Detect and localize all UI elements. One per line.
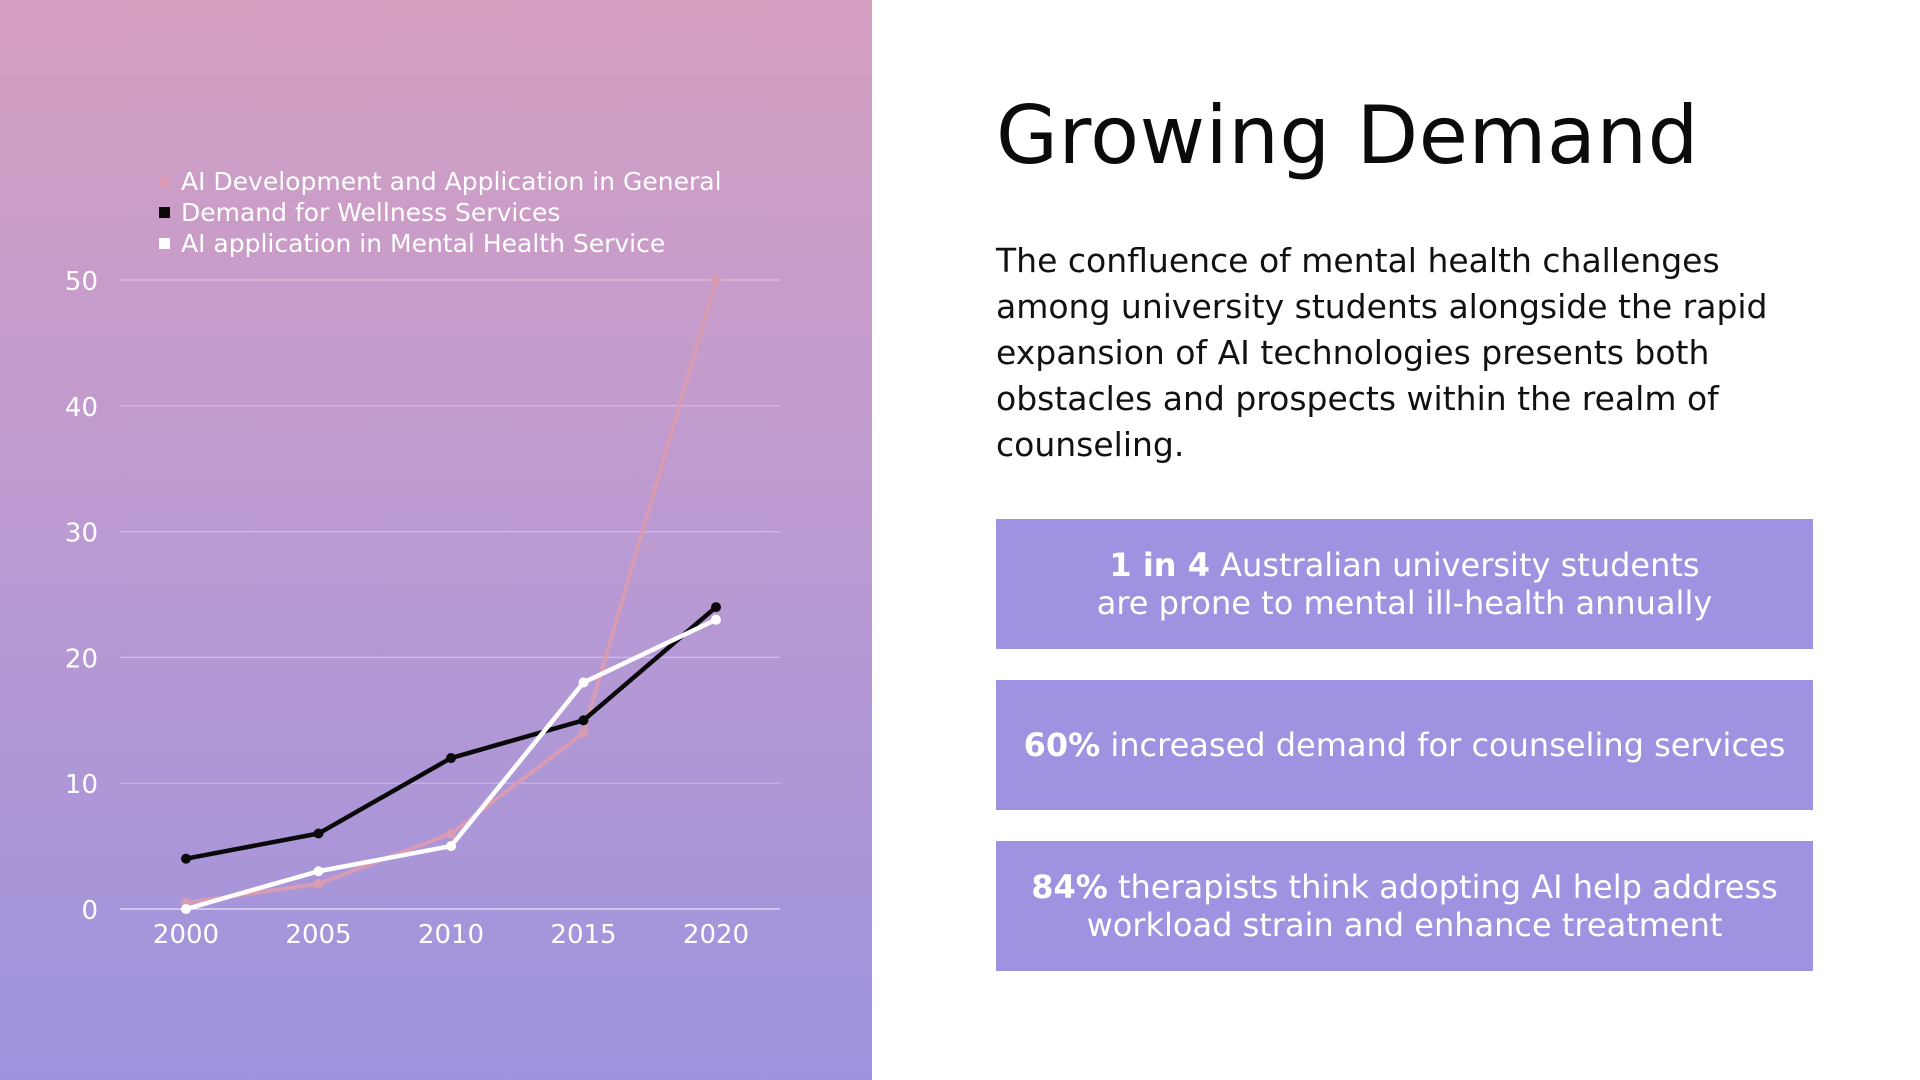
stat-card-therapists: 84% therapists think adopting AI help ad… <box>996 841 1813 971</box>
stat-highlight: 60% <box>1023 726 1101 764</box>
stat-text: increased demand for counseling services <box>1100 726 1786 764</box>
legend-label: AI application in Mental Health Service <box>181 229 665 258</box>
page-title: Growing Demand <box>996 89 1699 182</box>
legend-swatch <box>159 176 170 187</box>
data-point-series-3 <box>711 614 721 625</box>
data-point-series-2 <box>711 602 721 613</box>
y-tick-label: 50 <box>65 267 98 297</box>
x-tick-label: 2005 <box>285 920 351 950</box>
legend-swatch <box>159 238 170 249</box>
data-point-series-3 <box>446 841 456 852</box>
data-point-series-1 <box>711 275 721 285</box>
data-point-series-1 <box>446 828 456 839</box>
stat-text-line2: workload strain and enhance treatment <box>1086 906 1723 944</box>
legend-label: AI Development and Application in Genera… <box>181 167 722 196</box>
intro-paragraph: The confluence of mental health challeng… <box>996 241 1768 464</box>
series-line-3 <box>183 617 719 912</box>
data-point-series-1 <box>578 727 589 738</box>
data-point-series-3 <box>313 866 324 877</box>
stat-text: therapists think adopting AI help addres… <box>1107 868 1778 906</box>
legend-swatch <box>159 207 170 218</box>
line-chart: 0 10 20 30 40 50 2000 2005 2010 2015 2020 AI Develo… <box>65 167 780 950</box>
legend-label: Demand for Wellness Services <box>181 198 560 227</box>
y-tick-label: 0 <box>81 896 98 926</box>
stat-card-demand: 60% increased demand for counseling serv… <box>996 680 1813 810</box>
chart-panel: 0 10 20 30 40 50 2000 2005 2010 2015 2020 AI Develo… <box>0 0 872 1080</box>
x-tick-label: 2010 <box>418 920 484 950</box>
data-point-series-2 <box>446 753 456 764</box>
y-tick-label: 10 <box>65 770 98 800</box>
series-line-1 <box>184 278 718 905</box>
data-point-series-3 <box>578 677 589 688</box>
data-point-series-1 <box>313 878 324 889</box>
data-point-series-3 <box>181 904 191 914</box>
x-tick-label: 2020 <box>683 920 749 950</box>
data-point-series-2 <box>578 715 589 726</box>
y-tick-label: 30 <box>65 519 98 549</box>
series-line-2 <box>183 604 719 861</box>
stat-card-students: 1 in 4 Australian university students ar… <box>996 519 1813 649</box>
stat-highlight: 84% <box>1031 868 1108 906</box>
stat-text: Australian university students <box>1209 546 1700 584</box>
stat-text-line2: are prone to mental ill-health annually <box>1096 584 1713 622</box>
y-tick-label: 40 <box>65 393 98 423</box>
data-point-series-2 <box>313 828 324 839</box>
x-tick-label: 2000 <box>153 920 219 950</box>
y-tick-label: 20 <box>65 644 98 674</box>
data-point-series-2 <box>181 853 191 864</box>
stat-highlight: 1 in 4 <box>1109 546 1210 584</box>
x-tick-label: 2015 <box>550 920 616 950</box>
